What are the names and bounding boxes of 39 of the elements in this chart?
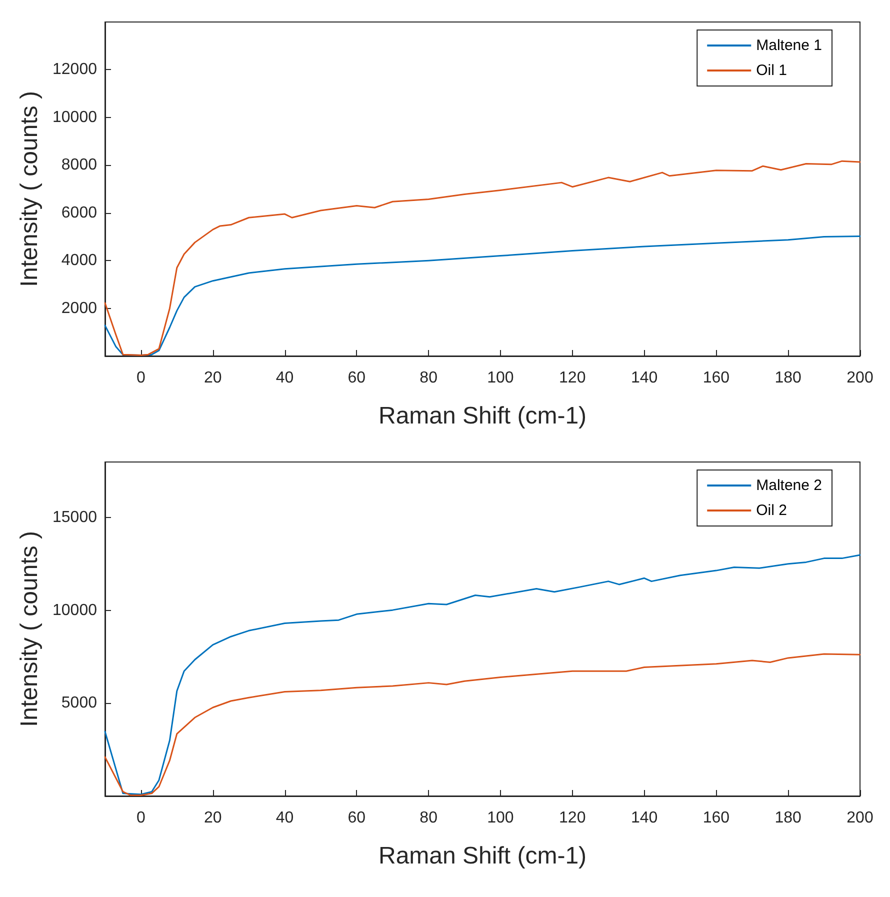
x-tick-label: 160 bbox=[702, 810, 730, 826]
y-tick-label: 5000 bbox=[61, 694, 98, 712]
y-tick-label: 4000 bbox=[61, 252, 98, 270]
y-tick-label: 8000 bbox=[61, 156, 98, 174]
legend-label: Maltene 2 bbox=[756, 477, 822, 494]
x-tick-label: 100 bbox=[487, 810, 514, 826]
x-tick-label: 40 bbox=[276, 810, 294, 826]
legend-label: Oil 2 bbox=[756, 502, 787, 519]
x-tick-label: 80 bbox=[420, 810, 438, 826]
x-axis-title: Raman Shift (cm-1) bbox=[378, 842, 587, 870]
x-tick-label: 160 bbox=[702, 370, 730, 386]
y-tick-label: 10000 bbox=[52, 108, 98, 126]
x-tick-label: 200 bbox=[846, 810, 874, 826]
y-axis-title: Intensity ( counts ) bbox=[16, 530, 44, 728]
x-tick-label: 0 bbox=[136, 810, 146, 826]
x-tick-label: 180 bbox=[774, 810, 802, 826]
y-tick-label: 2000 bbox=[61, 300, 98, 317]
x-tick-label: 80 bbox=[420, 370, 438, 386]
x-tick-label: 180 bbox=[774, 370, 802, 386]
legend-label: Oil 1 bbox=[756, 62, 787, 79]
y-tick-label: 12000 bbox=[52, 61, 98, 78]
x-tick-label: 120 bbox=[559, 370, 586, 386]
x-tick-label: 40 bbox=[276, 370, 294, 386]
y-tick-label: 6000 bbox=[61, 204, 98, 222]
x-tick-label: 120 bbox=[559, 810, 586, 826]
x-tick-label: 200 bbox=[846, 370, 874, 386]
x-tick-label: 60 bbox=[348, 810, 366, 826]
x-tick-label: 100 bbox=[487, 370, 514, 386]
x-tick-label: 140 bbox=[630, 370, 658, 386]
y-axis-title: Intensity ( counts ) bbox=[16, 90, 44, 288]
x-tick-label: 60 bbox=[348, 370, 366, 386]
x-tick-label: 20 bbox=[204, 370, 222, 386]
x-tick-label: 20 bbox=[204, 810, 222, 826]
y-tick-label: 15000 bbox=[52, 509, 98, 526]
legend-label: Maltene 1 bbox=[756, 37, 822, 54]
x-tick-label: 140 bbox=[630, 810, 658, 826]
x-axis-title: Raman Shift (cm-1) bbox=[378, 402, 587, 430]
x-tick-label: 0 bbox=[136, 370, 146, 386]
y-tick-label: 10000 bbox=[52, 602, 98, 619]
